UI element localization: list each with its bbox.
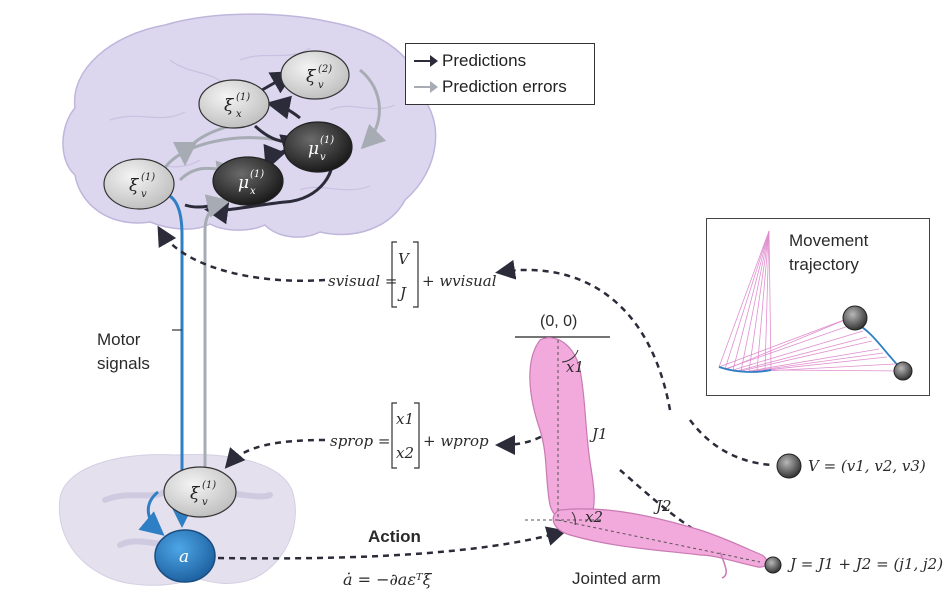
trajectory-title-line2: trajectory bbox=[789, 255, 859, 274]
svisual-vec-top: V bbox=[398, 250, 409, 268]
sprop-vec-bot: x2 bbox=[396, 444, 415, 462]
sprop-lhs: sprop = bbox=[330, 432, 391, 450]
angle-x1-arc bbox=[561, 349, 579, 363]
legend: Predictions Prediction errors bbox=[405, 43, 595, 105]
action-label: Action bbox=[368, 527, 421, 546]
pred-arrow-muv1-to-xix1 bbox=[266, 95, 301, 120]
J2-label: J2 bbox=[656, 497, 672, 515]
svisual-bracket-right bbox=[413, 241, 419, 308]
svg-text:ξ: ξ bbox=[306, 67, 317, 87]
svg-text:ξ: ξ bbox=[224, 96, 235, 116]
node-xi-v2: ξ (2) v bbox=[280, 50, 350, 100]
svisual-vec-bot: J bbox=[400, 284, 407, 302]
svg-text:(1): (1) bbox=[141, 172, 155, 183]
svg-text:v: v bbox=[202, 497, 208, 508]
hand-endpoint-ball bbox=[764, 556, 782, 574]
sprop-bracket-right bbox=[414, 402, 420, 469]
svg-text:v: v bbox=[141, 189, 147, 200]
svg-text:μ: μ bbox=[308, 139, 319, 159]
action-equation: ȧ = −∂aεᵀξ bbox=[343, 570, 432, 589]
sprop-to-spinal-arrow bbox=[224, 438, 326, 469]
svg-text:v: v bbox=[318, 80, 324, 91]
V-definition: V = (v1, v2, v3) bbox=[808, 457, 926, 475]
arm-forearm-guide bbox=[557, 519, 761, 563]
prediction-errors-arrow-icon bbox=[414, 81, 438, 93]
node-xi-x1: ξ (1) x bbox=[198, 79, 270, 129]
motor-signals-label-1: Motor bbox=[97, 330, 141, 349]
spinal-error-line bbox=[203, 194, 231, 470]
jointed-arm-label: Jointed arm bbox=[572, 569, 661, 588]
origin-label: (0, 0) bbox=[540, 313, 578, 330]
node-mu-x1: μ (1) x bbox=[212, 156, 284, 206]
sprop-vec-top: x1 bbox=[396, 410, 415, 428]
legend-predictions: Predictions bbox=[414, 50, 526, 72]
legend-prediction-errors: Prediction errors bbox=[414, 76, 567, 98]
node-xi-v1-spinal: ξ (1) v bbox=[163, 466, 237, 518]
svg-text:x: x bbox=[250, 186, 256, 197]
svg-text:ξ: ξ bbox=[129, 176, 140, 196]
arm-hand bbox=[719, 551, 727, 579]
node-xi-v1-brain: ξ (1) v bbox=[103, 158, 175, 210]
svg-text:v: v bbox=[320, 152, 326, 163]
svg-text:x: x bbox=[236, 109, 242, 120]
error-arrow-xiv2-to-muv1 bbox=[359, 68, 387, 150]
action-to-arm-arrow bbox=[217, 526, 567, 560]
x1-angle-label: x1 bbox=[566, 358, 585, 376]
arm-upper bbox=[529, 337, 595, 525]
svg-text:(1): (1) bbox=[202, 480, 216, 491]
angle-x2-arc bbox=[571, 511, 576, 526]
svisual-bracket-left bbox=[391, 241, 397, 308]
trajectory-title-line1: Movement bbox=[789, 231, 869, 250]
legend-prediction-errors-label: Prediction errors bbox=[442, 77, 567, 96]
svisual-to-brain-arrow bbox=[157, 225, 326, 282]
svg-text:a: a bbox=[179, 547, 189, 567]
motor-signals-label-2: signals bbox=[97, 354, 150, 373]
J1-label: J1 bbox=[592, 425, 608, 443]
svg-text:ξ: ξ bbox=[190, 484, 201, 504]
trajectory-plot bbox=[718, 230, 913, 381]
J-definition: J = J1 + J2 = (j1, j2) bbox=[790, 555, 944, 573]
node-action-a: a bbox=[154, 529, 216, 583]
svisual-lhs: svisual = bbox=[328, 272, 398, 290]
predictions-arrow-icon bbox=[414, 55, 438, 67]
movement-trajectory-panel: Movement trajectory bbox=[706, 218, 930, 396]
legend-predictions-label: Predictions bbox=[442, 51, 527, 70]
visual-target-ball bbox=[776, 453, 802, 479]
svg-text:(1): (1) bbox=[320, 135, 334, 146]
svisual-rhs: + wvisual bbox=[422, 272, 497, 290]
x2-angle-label: x2 bbox=[585, 508, 604, 526]
svg-text:(1): (1) bbox=[250, 169, 264, 180]
svg-text:(1): (1) bbox=[236, 92, 250, 103]
motor-signal-line bbox=[167, 193, 184, 470]
svg-text:μ: μ bbox=[238, 173, 249, 193]
sprop-bracket-left bbox=[391, 402, 397, 469]
sprop-rhs: + wprop bbox=[423, 432, 489, 450]
spinal-blue-arrow-left bbox=[138, 490, 165, 536]
arm-to-V-dashed bbox=[689, 419, 773, 467]
arm-to-svisual-arrow bbox=[495, 259, 672, 411]
node-mu-v1: μ (1) v bbox=[283, 121, 353, 173]
svg-text:(2): (2) bbox=[318, 64, 332, 75]
